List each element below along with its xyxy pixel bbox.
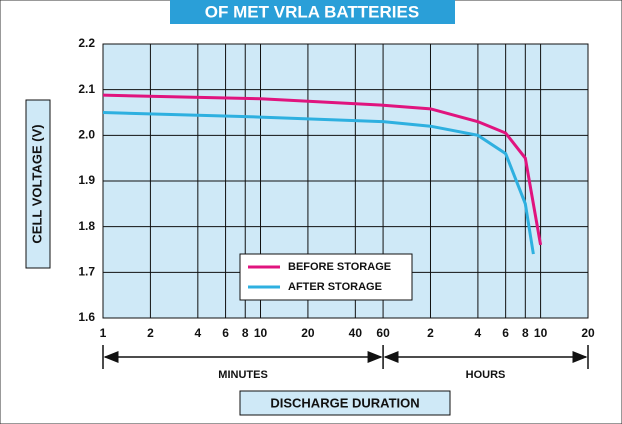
- x-tick-label: 2: [147, 326, 154, 340]
- x-label-box: [239, 390, 451, 416]
- x-tick-label: 60: [376, 326, 390, 340]
- annotation: MINUTES: [218, 369, 268, 381]
- x-tick-label: 8: [242, 326, 249, 340]
- y-axis-label: CELL VOLTAGE (V): [29, 124, 44, 243]
- x-tick-label: 1: [100, 326, 107, 340]
- annotation: HOURS: [466, 369, 506, 381]
- y-tick-label: 2.1: [78, 82, 95, 96]
- x-tick-label: 6: [222, 326, 229, 340]
- legend-label: AFTER STORAGE: [288, 281, 382, 293]
- y-tick-label: 2.2: [78, 36, 95, 50]
- title-box: [170, 0, 455, 24]
- y-tick-label: 2.0: [78, 128, 95, 142]
- y-tick-label: 1.6: [78, 310, 95, 324]
- x-tick-label: 10: [254, 326, 268, 340]
- y-tick-label: 1.9: [78, 173, 95, 187]
- x-tick-label: 4: [194, 326, 201, 340]
- y-label-box: [25, 99, 51, 269]
- legend-label: BEFORE STORAGE: [288, 261, 391, 273]
- x-tick-label: 6: [502, 326, 509, 340]
- x-tick-label: 4: [475, 326, 482, 340]
- chart-title: OF MET VRLA BATTERIES: [205, 2, 419, 21]
- x-tick-label: 20: [581, 326, 595, 340]
- x-tick-label: 20: [301, 326, 315, 340]
- x-axis-label: DISCHARGE DURATION: [270, 395, 419, 410]
- y-tick-label: 1.7: [78, 265, 95, 279]
- x-tick-label: 40: [349, 326, 363, 340]
- x-tick-label: 2: [427, 326, 434, 340]
- series-line: [102, 93, 543, 246]
- x-tick-label: 10: [534, 326, 548, 340]
- y-tick-label: 1.8: [78, 219, 95, 233]
- legend-box: [239, 253, 413, 301]
- x-tick-label: 8: [522, 326, 529, 340]
- series-line: [102, 111, 535, 255]
